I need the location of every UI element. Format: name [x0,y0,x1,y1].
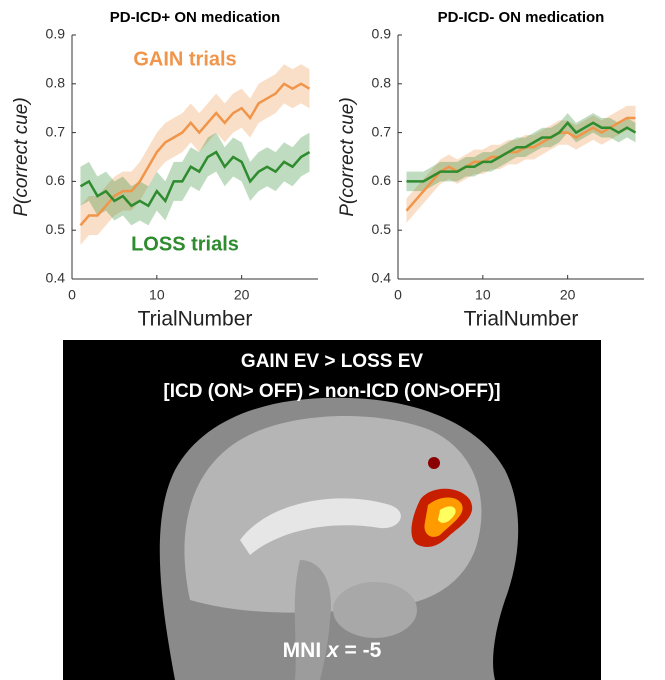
activation-peak [438,506,456,523]
caption-variable: x [326,639,340,662]
error-band [80,64,310,245]
x-tick-label: 0 [68,287,76,303]
caption-suffix: = -5 [345,639,382,662]
x-tick-label: 0 [394,287,402,303]
panel-title: GAIN EV > LOSS EV [241,351,423,372]
y-tick-label: 0.6 [372,172,392,188]
x-axis-label: TrialNumber [464,308,579,331]
y-tick-label: 0.5 [372,221,392,237]
y-tick-label: 0.7 [46,123,66,139]
series-label: GAIN trials [133,48,236,70]
activation-blob [428,457,440,469]
series-line [79,150,311,208]
series-line [406,120,637,183]
brainstem [294,560,331,680]
y-tick-label: 0.5 [46,221,66,237]
y-axis-label: P(correct cue) [337,97,358,216]
series-label: LOSS trials [131,233,239,255]
x-tick-label: 10 [475,287,491,303]
y-tick-label: 0.8 [372,75,392,91]
y-tick-label: 0.8 [46,75,66,91]
series-line [79,82,311,227]
x-tick-label: 20 [560,287,576,303]
x-tick-label: 10 [149,287,165,303]
chart-title: PD-ICD- ON medication [438,9,605,26]
y-tick-label: 0.7 [372,123,392,139]
y-tick-label: 0.6 [46,172,66,188]
chart: PD-ICD+ ON medication GAIN trials LOSS tri… [11,9,318,331]
brain-panel: GAIN EV > LOSS EV [ICD (ON> OFF) > non-I… [63,340,601,680]
y-tick-label: 0.4 [372,270,392,286]
y-axis-label: P(correct cue) [11,97,32,216]
y-tick-label: 0.9 [372,26,392,42]
chart-title: PD-ICD+ ON medication [110,9,280,26]
cerebellum [333,582,417,638]
x-tick-label: 20 [234,287,250,303]
panel-caption: MNI x = -5 [283,639,382,662]
corpus-callosum [240,498,401,555]
y-tick-label: 0.4 [46,270,66,286]
x-axis-label: TrialNumber [138,308,253,331]
error-band [406,113,636,192]
panel-title: [ICD (ON> OFF) > non-ICD (ON>OFF)] [163,381,500,402]
caption-prefix: MNI [283,639,322,662]
y-tick-label: 0.9 [46,26,66,42]
series-line [405,116,636,212]
chart: PD-ICD- ON medication 0.4 0.5 0.6 0.7 0.8 0.9 0… [337,9,644,331]
